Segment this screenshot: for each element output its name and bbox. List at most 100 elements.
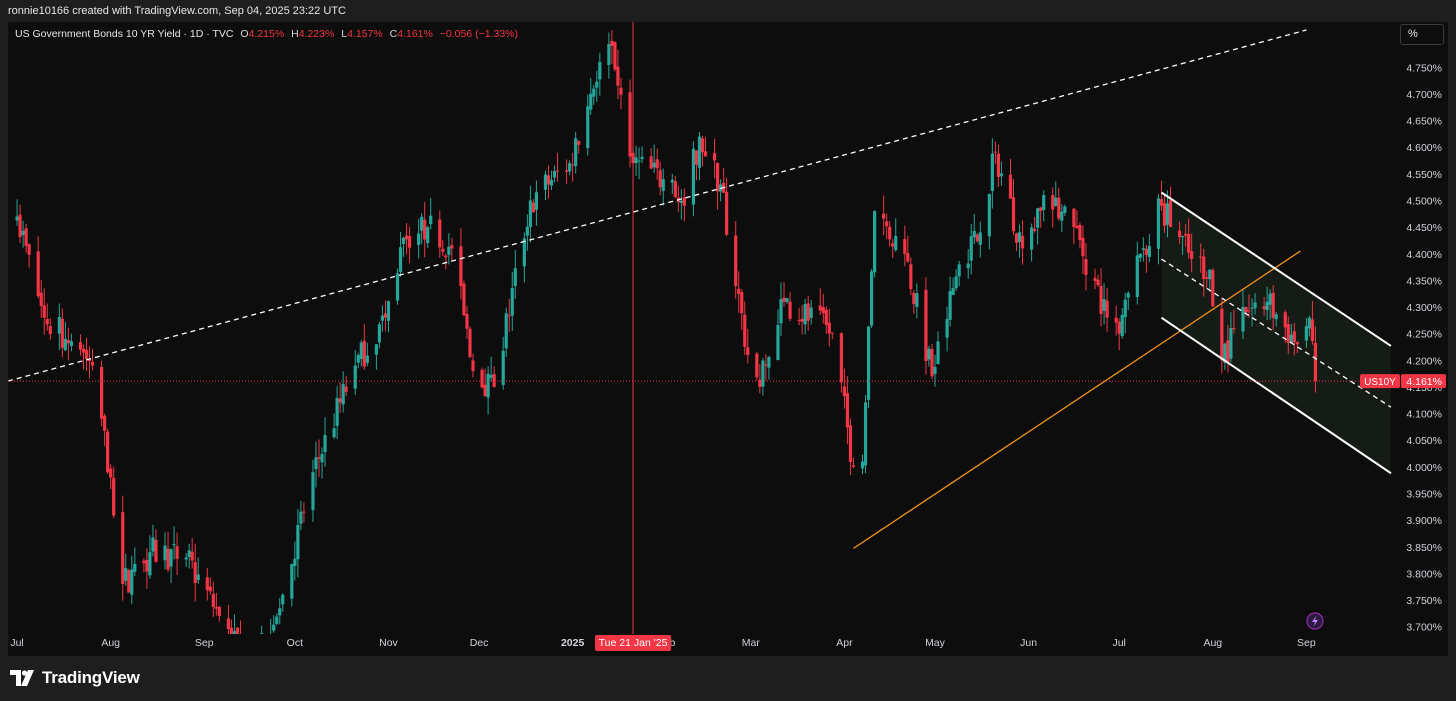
candle (1202, 248, 1206, 297)
percent-scale-button[interactable]: % (1400, 24, 1444, 45)
candle (734, 221, 738, 299)
candle (42, 288, 46, 335)
candle (640, 146, 644, 164)
candle (190, 538, 194, 569)
candle (417, 218, 421, 259)
candle (193, 543, 197, 602)
high-value: 4.223% (298, 28, 335, 40)
candle (1078, 222, 1082, 249)
candle (232, 614, 237, 634)
last-price-symbol: US10Y (1364, 377, 1396, 388)
candle (127, 568, 131, 593)
price-tick-label: 4.550% (1406, 169, 1442, 181)
symbol-title[interactable]: US Government Bonds 10 YR Yield · 1D · T… (15, 28, 234, 40)
candle (703, 137, 708, 157)
candle (565, 159, 569, 184)
candle (1180, 235, 1185, 256)
lightning-icon[interactable] (1306, 612, 1324, 630)
candle (145, 548, 149, 589)
chart-frame[interactable]: 3.700% 3.750% 3.800% 3.850% 3.900% 3.950% 4.00… (8, 22, 1448, 656)
tradingview-brand[interactable]: TradingView (10, 668, 140, 688)
candle (915, 283, 919, 319)
candle (1114, 305, 1118, 336)
candle (513, 250, 517, 299)
time-tick-label: 2025 (561, 637, 585, 649)
candle (1310, 301, 1315, 345)
candle (697, 132, 702, 181)
candle (1226, 324, 1230, 373)
price-tick-label: 3.800% (1406, 568, 1442, 580)
candle (398, 232, 403, 277)
candle (1283, 310, 1287, 343)
price-tick-label: 3.850% (1406, 542, 1442, 554)
candle (36, 236, 40, 299)
candle (1147, 234, 1151, 263)
candle (866, 325, 871, 409)
channel-middle[interactable] (1161, 258, 1392, 408)
last-price-value: 4.161% (1406, 376, 1442, 388)
candle (63, 321, 67, 352)
candle (743, 301, 747, 355)
candle (302, 502, 306, 523)
price-tick-label: 4.650% (1406, 116, 1442, 128)
candle (1126, 291, 1130, 311)
candle (746, 328, 750, 364)
candle (320, 447, 324, 479)
price-axis[interactable]: 3.700% 3.750% 3.800% 3.850% 3.900% 3.950% 4.00… (1406, 36, 1442, 634)
candle (737, 271, 741, 313)
candle (999, 161, 1004, 186)
price-tick-label: 4.050% (1406, 435, 1442, 447)
orange-support-line[interactable] (853, 250, 1301, 549)
close-label: C (389, 28, 398, 40)
candle (1017, 224, 1022, 258)
channel-upper[interactable] (1160, 191, 1392, 347)
candle (1247, 294, 1251, 318)
candle (797, 307, 801, 326)
candle (1135, 241, 1139, 305)
candle (534, 180, 539, 226)
candle (163, 532, 167, 570)
candle (719, 179, 723, 202)
footer: TradingView (0, 656, 1456, 701)
tradingview-logo-icon (10, 670, 34, 686)
candle (655, 148, 659, 180)
candle (501, 336, 505, 390)
time-axis[interactable]: JulAugSepOctNovDec2025FebMarAprMayJunJul… (10, 637, 1316, 649)
price-tick-label: 3.700% (1406, 622, 1442, 634)
candle (1011, 178, 1016, 235)
candle (658, 161, 662, 196)
candle (616, 49, 620, 100)
candle (1244, 306, 1248, 317)
candle (1072, 207, 1076, 245)
candle (1250, 298, 1254, 327)
candle (459, 228, 463, 300)
candle (1117, 318, 1121, 351)
candle (404, 223, 409, 255)
candle (1020, 220, 1025, 265)
candle (87, 346, 92, 379)
candle (912, 290, 916, 314)
candle (715, 162, 720, 210)
candle (848, 418, 853, 476)
candle (758, 364, 762, 394)
candle (1268, 289, 1272, 320)
candle (552, 165, 557, 183)
candle (996, 144, 1001, 187)
candle (1165, 190, 1170, 238)
candle (700, 135, 705, 167)
price-chart[interactable]: 3.700% 3.750% 3.800% 3.850% 3.900% 3.950% 4.00… (8, 22, 1448, 656)
candle (1008, 158, 1013, 199)
candle (619, 77, 623, 110)
candle (407, 226, 412, 264)
candle (755, 351, 759, 381)
candle (945, 306, 949, 352)
long-dashed-trendline[interactable] (8, 29, 1307, 382)
candle (975, 233, 979, 243)
candle (568, 160, 572, 176)
candle (978, 221, 982, 258)
candle (1096, 274, 1100, 287)
candle (226, 604, 231, 634)
candle (800, 304, 804, 335)
candle (208, 577, 212, 595)
channel-lower[interactable] (1160, 316, 1392, 475)
